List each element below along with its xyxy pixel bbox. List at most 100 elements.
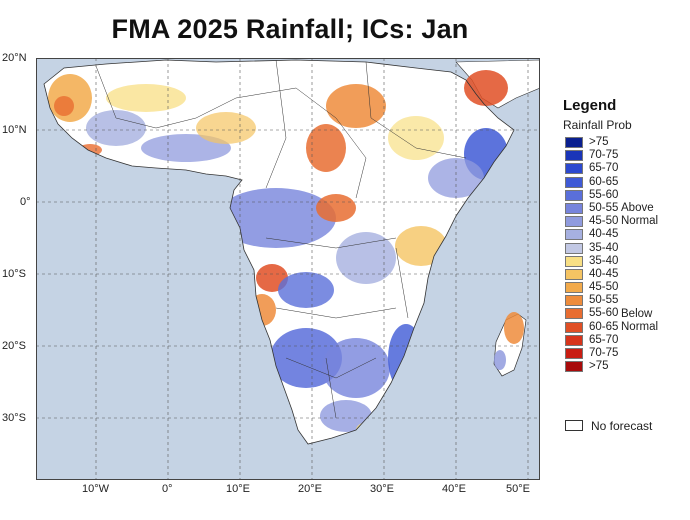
legend-item-label: 35-40 [589, 254, 619, 267]
legend-item-label: 50-55 [589, 294, 619, 307]
lon-label-10e: 10°E [226, 483, 250, 495]
legend-rows: Above Normal Below Normal >75 70-75 65-70 6… [563, 136, 688, 373]
legend-above-normal-label: Normal [621, 215, 659, 227]
lon-label-30e: 30°E [370, 483, 394, 495]
blob-sahel-yellow-3 [388, 116, 444, 160]
legend-item-label: >75 [589, 360, 609, 373]
legend-swatch [565, 189, 583, 201]
legend-item: 60-65 [563, 176, 688, 189]
map-frame [36, 58, 540, 480]
legend-swatch [565, 334, 583, 346]
blob-sahel-yellow-2 [196, 112, 256, 144]
legend-item: 50-55 [563, 294, 688, 307]
blob-westcoast-red [54, 96, 74, 116]
africa-outline [43, 59, 515, 445]
no-forecast-swatch [565, 420, 583, 431]
legend-item-label: 55-60 [589, 307, 619, 320]
legend-swatch [565, 282, 583, 294]
blob-congo-blue [216, 188, 336, 248]
legend-swatch [565, 321, 583, 333]
legend-item: 65-70 [563, 162, 688, 175]
legend-item: 45-50 [563, 281, 688, 294]
legend-swatch [565, 295, 583, 307]
legend-swatch [565, 176, 583, 188]
legend-item: 65-70 [563, 334, 688, 347]
legend-swatch [565, 308, 583, 320]
legend-item-label: 50-55 [589, 201, 619, 214]
lon-label-10w: 10°W [82, 483, 110, 495]
blob-sa-blue [320, 400, 372, 432]
legend-below-normal-label: Normal [621, 321, 659, 333]
legend-item: 40-45 [563, 268, 688, 281]
legend-above-label: Above [621, 202, 654, 214]
blob-angola-blue [278, 272, 334, 308]
legend-item: 35-40 [563, 242, 688, 255]
blob-sudan-orange [326, 84, 386, 128]
lat-label-20n: 20°N [2, 52, 27, 64]
lat-label-10s: 10°S [2, 268, 26, 280]
legend-swatch [565, 163, 583, 175]
blob-chad-orange [306, 124, 346, 172]
legend-swatch [565, 268, 583, 280]
gridlines [36, 58, 540, 480]
legend-swatch [565, 255, 583, 267]
legend-item-label: >75 [589, 136, 609, 148]
legend-item-label: 65-70 [589, 333, 619, 346]
legend-item: 45-50 [563, 215, 688, 228]
legend-subtitle: Rainfall Prob [563, 118, 632, 132]
lon-label-20e: 20°E [298, 483, 322, 495]
legend: Legend Rainfall Prob Above Normal Below … [563, 97, 688, 373]
blob-madagascar-orange [504, 312, 524, 344]
legend-item-label: 45-50 [589, 215, 619, 228]
legend-item: 70-75 [563, 149, 688, 162]
legend-item-label: 40-45 [589, 267, 619, 280]
lat-label-20s: 20°S [2, 340, 26, 352]
legend-item: >75 [563, 360, 688, 373]
legend-item-label: 40-45 [589, 228, 619, 241]
legend-item: 35-40 [563, 255, 688, 268]
blob-congo-orange [316, 194, 356, 222]
forecast-map [36, 58, 540, 480]
legend-swatch [565, 150, 583, 162]
legend-item-label: 55-60 [589, 188, 619, 201]
legend-title: Legend [563, 97, 617, 114]
blob-sahel-yellow-1 [106, 84, 186, 112]
legend-swatch [565, 348, 583, 359]
lon-label-0: 0° [162, 483, 173, 495]
lat-label-0: 0° [20, 196, 31, 208]
lon-label-50e: 50°E [506, 483, 530, 495]
legend-item-label: 60-65 [589, 320, 619, 333]
blob-madagascar-blue [494, 350, 506, 370]
legend-item: 70-75 [563, 347, 688, 360]
map-title: FMA 2025 Rainfall; ICs: Jan [111, 14, 469, 44]
legend-item: 40-45 [563, 228, 688, 241]
legend-item: 55-60 [563, 189, 688, 202]
blob-sahel-blue-1 [86, 110, 146, 146]
legend-item-label: 70-75 [589, 149, 619, 162]
legend-swatch [565, 242, 583, 254]
legend-item-label: 35-40 [589, 241, 619, 254]
legend-swatch [565, 229, 583, 241]
blob-yemen-red [464, 70, 508, 106]
legend-item-label: 60-65 [589, 175, 619, 188]
legend-item: >75 [563, 136, 688, 149]
legend-below-label: Below [621, 308, 653, 320]
blob-sahel-blue-2 [141, 134, 231, 162]
legend-item: 60-65 [563, 321, 688, 334]
legend-swatch [565, 202, 583, 214]
legend-item-label: 70-75 [589, 347, 619, 359]
lat-label-10n: 10°N [2, 124, 27, 136]
legend-swatch [565, 361, 583, 373]
legend-swatch [565, 216, 583, 228]
legend-item: 55-60 [563, 307, 688, 320]
lat-label-30s: 30°S [2, 412, 26, 424]
legend-item-label: 45-50 [589, 281, 619, 294]
blob-congo-blue-2 [336, 232, 396, 284]
country-borders [95, 59, 467, 419]
legend-item: 50-55 [563, 202, 688, 215]
forecast-map-canvas [36, 58, 540, 480]
legend-item-label: 65-70 [589, 162, 619, 175]
lon-label-40e: 40°E [442, 483, 466, 495]
no-forecast-label: No forecast [591, 419, 653, 433]
legend-swatch [565, 137, 583, 148]
